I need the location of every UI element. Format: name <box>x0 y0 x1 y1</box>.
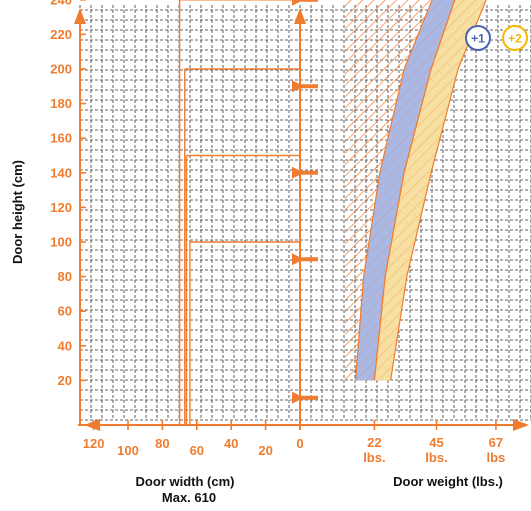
weight-hatched-region <box>345 0 433 381</box>
hatched-area <box>345 0 433 381</box>
x-axis-arrow-left <box>84 419 100 431</box>
width-reference-lines <box>178 0 300 425</box>
hinge-marker-icon <box>292 166 318 179</box>
x-axis-right-title: Door weight (lbs.) <box>393 474 503 489</box>
band-hatch <box>374 0 487 381</box>
y-tick-label: 180 <box>50 96 72 111</box>
y-tick-label: 20 <box>58 373 72 388</box>
x-tick-label-width: 40 <box>224 436 238 451</box>
series-badges: +1 +2 <box>465 25 528 51</box>
band-edge-lower <box>373 0 456 381</box>
door-axis-arrow <box>294 8 306 24</box>
x-axis-left-subtitle: Max. 610 <box>162 490 216 505</box>
x-tick-label-width: 100 <box>117 443 139 458</box>
x-tick-label-weight: 45 <box>429 435 443 450</box>
y-tick-label: 240 <box>50 0 72 7</box>
badge-circle <box>502 25 528 51</box>
x-tick-label-weight: 22 <box>367 435 381 450</box>
hinge-marker-icon <box>292 0 318 6</box>
y-tick-label: 140 <box>50 165 72 180</box>
y-tick-labels: 20 40 60 80 100 120 140 160 180 200 220 240 <box>50 0 72 388</box>
y-tick-label: 120 <box>50 200 72 215</box>
hinge-marker-icon <box>292 391 318 404</box>
band-edge-lower <box>354 0 433 381</box>
x-axis-left-title: Door width (cm) <box>136 474 235 489</box>
hinge-marker-icon <box>292 80 318 93</box>
badge-circle <box>465 25 491 51</box>
y-tick-label: 80 <box>58 269 72 284</box>
series-badge-1: +1 <box>465 25 491 51</box>
hinge-markers <box>292 0 318 404</box>
x-tick-label-width: 60 <box>190 443 204 458</box>
x-tick-label-width: 0 <box>296 436 303 451</box>
y-tick-label: 220 <box>50 27 72 42</box>
y-tick-label: 60 <box>58 304 72 319</box>
x-tick-label-weight: 67 <box>489 435 503 450</box>
hinge-marker-icon <box>292 253 318 266</box>
x-tick-label-weight-unit: lbs <box>487 450 506 465</box>
x-tick-label-width: 120 <box>83 436 105 451</box>
y-tick-label: 40 <box>58 338 72 353</box>
y-axis-title: Door height (cm) <box>10 160 25 264</box>
y-tick-label: 200 <box>50 62 72 77</box>
x-tick-label-weight-unit: lbs. <box>425 450 447 465</box>
x-tick-label-weight-unit: lbs. <box>363 450 385 465</box>
axes <box>74 0 529 431</box>
series-badge-2: +2 <box>502 25 528 51</box>
x-tick-label-width: 80 <box>155 436 169 451</box>
badge-label: +2 <box>508 32 522 46</box>
grid <box>79 5 531 421</box>
x-tick-label-width: 20 <box>258 443 272 458</box>
y-axis-arrow <box>74 8 86 24</box>
badge-label: +1 <box>471 32 485 46</box>
y-tick-label: 160 <box>50 131 72 146</box>
y-tick-label: 100 <box>50 235 72 250</box>
x-axis-arrow-right <box>513 419 529 431</box>
band-hatch <box>355 0 455 381</box>
